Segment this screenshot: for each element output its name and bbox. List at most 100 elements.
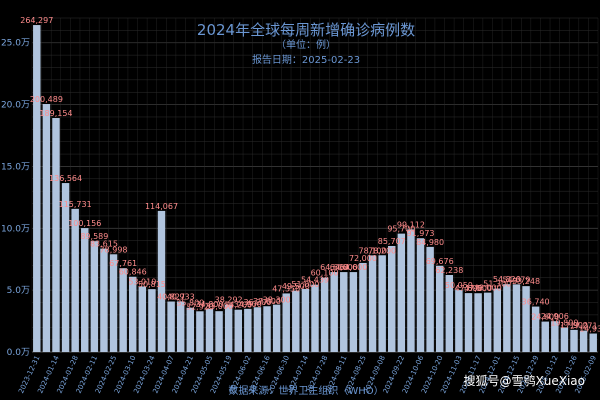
bar xyxy=(311,284,319,352)
bar-value-label: 50,050 xyxy=(445,281,473,290)
bar-value-label: 189,154 xyxy=(39,109,72,118)
bar-value-label: 85,707 xyxy=(378,237,406,246)
bar-value-label: 51,300 xyxy=(483,280,511,289)
bar xyxy=(320,277,329,352)
bar xyxy=(186,307,195,352)
bar-value-label: 78,998 xyxy=(100,245,128,254)
chart-subtitle: （单位：例） xyxy=(276,38,336,51)
bar xyxy=(263,306,271,352)
bar xyxy=(349,272,358,352)
bar-value-label: 48,000 xyxy=(474,284,502,293)
bar-value-label: 78,200 xyxy=(368,246,396,255)
bar xyxy=(167,301,175,352)
bar-value-label: 50,815 xyxy=(138,280,166,289)
bar xyxy=(560,327,569,352)
chart-title: 2024年全球每周新增确诊病例数 xyxy=(197,21,415,39)
y-tick-label: 25.0万 xyxy=(1,39,30,49)
bar xyxy=(493,288,502,352)
bar xyxy=(100,248,108,352)
bar xyxy=(359,262,367,352)
bar xyxy=(368,255,377,352)
bar-value-label: 17,900 xyxy=(560,321,588,330)
bar-value-label: 60,100 xyxy=(311,269,339,278)
bar-value-label: 72,000 xyxy=(349,254,377,263)
bar xyxy=(119,268,127,352)
bar-value-label: 38,292 xyxy=(215,296,243,305)
bar-value-label: 91,973 xyxy=(407,229,435,238)
bar xyxy=(157,210,166,352)
bar xyxy=(90,241,99,352)
bar xyxy=(71,208,79,352)
bar-value-label: 114,067 xyxy=(145,202,178,211)
y-axis-ticks: 0.0万 5.0万 10.0万 15.0万 20.0万 25.0万 xyxy=(1,39,30,358)
bar-value-label: 64,600 xyxy=(339,263,367,272)
bar-value-label: 40,933 xyxy=(167,292,195,301)
bar-value-label: 14,937 xyxy=(579,325,600,334)
bar-value-label: 136,564 xyxy=(49,174,82,183)
bar xyxy=(109,254,118,352)
y-tick-label: 0.0万 xyxy=(7,348,30,358)
bar xyxy=(282,293,290,352)
bar-value-label: 200,489 xyxy=(30,95,63,104)
bar xyxy=(512,284,521,352)
bar-value-label: 47,350 xyxy=(272,284,300,293)
bar xyxy=(455,290,463,352)
watermark: 搜狐号@雪鸮XueXiao xyxy=(464,373,585,388)
bar xyxy=(176,301,185,352)
bar-value-label: 24,906 xyxy=(541,312,569,321)
bar-value-label: 40,827 xyxy=(157,292,185,301)
bar-value-label: 99,112 xyxy=(397,220,425,229)
bar xyxy=(244,308,252,352)
bar-value-label: 51,000 xyxy=(291,280,319,289)
bar xyxy=(138,286,147,352)
bar xyxy=(388,245,396,352)
bar-value-label: 33,000 xyxy=(205,302,233,311)
bar xyxy=(301,288,310,352)
bar xyxy=(579,330,588,352)
bar xyxy=(224,304,233,352)
bar xyxy=(128,276,137,352)
bar xyxy=(81,228,89,352)
bar-value-label: 69,676 xyxy=(426,257,454,266)
bar-value-label: 47,500 xyxy=(464,284,492,293)
x-axis-label: 数据来源：世界卫生组织（WHO） xyxy=(228,384,383,397)
bar-value-label: 62,238 xyxy=(435,266,463,275)
bar xyxy=(531,306,540,352)
bar xyxy=(522,286,530,352)
bar xyxy=(551,321,559,352)
bars xyxy=(33,25,597,353)
bar xyxy=(205,308,214,352)
bar xyxy=(378,255,386,352)
bar xyxy=(503,284,511,352)
y-tick-label: 5.0万 xyxy=(7,286,30,296)
bar-value-label: 36,740 xyxy=(522,298,550,307)
bar xyxy=(407,229,415,352)
bar-value-label: 36,200 xyxy=(243,298,271,307)
y-tick-label: 15.0万 xyxy=(1,162,30,172)
bar xyxy=(52,118,60,353)
bar-value-label: 83,615 xyxy=(90,240,118,249)
bar-value-label: 54,439 xyxy=(301,276,329,285)
bar xyxy=(196,311,204,352)
bar xyxy=(445,275,454,352)
bar-value-label: 78,100 xyxy=(359,246,387,255)
bar xyxy=(215,311,223,352)
bar xyxy=(33,25,41,353)
bar xyxy=(330,272,338,352)
bar-value-label: 115,731 xyxy=(59,200,92,209)
bar-value-label: 35,800 xyxy=(176,299,204,308)
bar-value-label: 37,000 xyxy=(253,297,281,306)
bar-value-label: 264,297 xyxy=(20,16,53,25)
bar-value-label: 100,156 xyxy=(68,219,101,228)
bar-value-label: 38,300 xyxy=(263,296,291,305)
bar xyxy=(397,233,406,352)
bar xyxy=(61,183,70,352)
bar xyxy=(340,272,348,352)
bar xyxy=(426,246,434,352)
bar xyxy=(253,307,262,352)
bar-value-label: 95,700 xyxy=(387,225,415,234)
bar-value-label: 53,010 xyxy=(128,277,156,286)
bar-value-label: 54,820 xyxy=(493,275,521,284)
